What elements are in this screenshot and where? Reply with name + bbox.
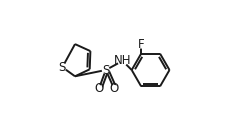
Circle shape xyxy=(59,64,66,71)
Text: NH: NH xyxy=(114,54,131,67)
Text: O: O xyxy=(94,82,103,95)
Circle shape xyxy=(111,86,118,92)
Circle shape xyxy=(118,56,127,65)
Circle shape xyxy=(95,86,102,92)
Text: S: S xyxy=(59,61,66,74)
Circle shape xyxy=(102,67,109,73)
Text: F: F xyxy=(138,38,144,51)
Text: O: O xyxy=(110,82,119,95)
Text: S: S xyxy=(102,64,109,76)
Circle shape xyxy=(138,41,145,48)
